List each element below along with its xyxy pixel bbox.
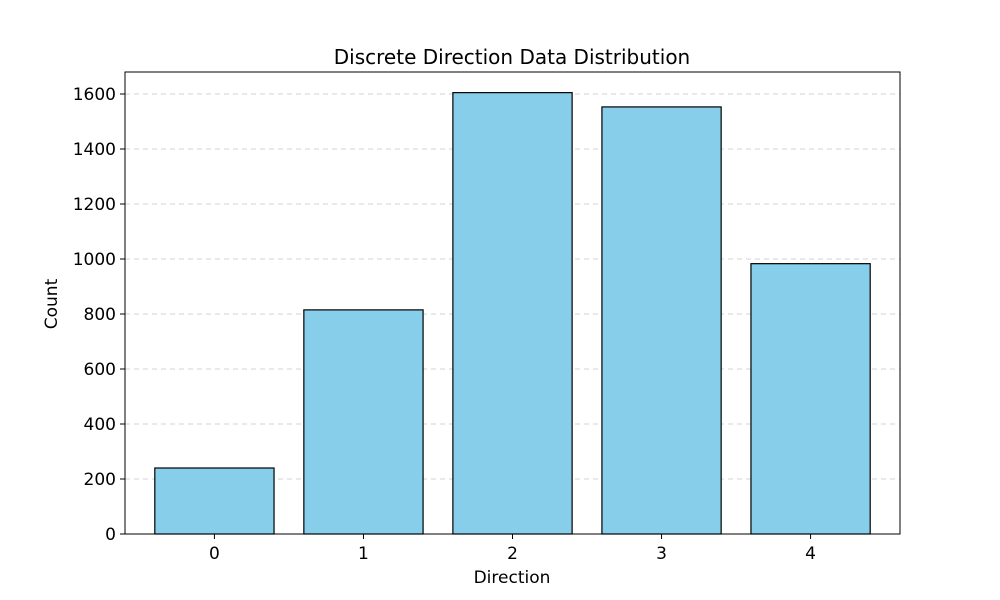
y-tick-label: 1200 [73,195,116,215]
bars [154,92,871,535]
bar-3 [601,106,722,535]
bar-2 [452,92,573,535]
y-axis-label: Count [42,278,62,329]
x-axis-label: Direction [474,568,551,588]
y-tick-label: 800 [84,305,116,325]
y-tick-label: 1600 [73,85,116,105]
chart-title: Discrete Direction Data Distribution [334,45,690,69]
bar-4 [750,263,871,535]
y-axis-ticks: 0 200 400 600 800 1000 1200 1400 1600 [73,85,125,545]
y-tick-label: 1400 [73,140,116,160]
y-tick-label: 600 [84,360,116,380]
y-tick-label: 1000 [73,250,116,270]
x-tick-label: 3 [656,544,667,564]
y-tick-label: 400 [84,415,116,435]
bar-1 [303,309,424,535]
bar-0 [154,467,275,535]
y-tick-label: 200 [84,470,116,490]
x-tick-label: 2 [507,544,518,564]
x-tick-label: 4 [805,544,816,564]
x-tick-label: 1 [358,544,369,564]
y-tick-label: 0 [105,525,116,545]
x-axis-ticks: 0 1 2 3 4 [209,534,816,564]
x-tick-label: 0 [209,544,220,564]
